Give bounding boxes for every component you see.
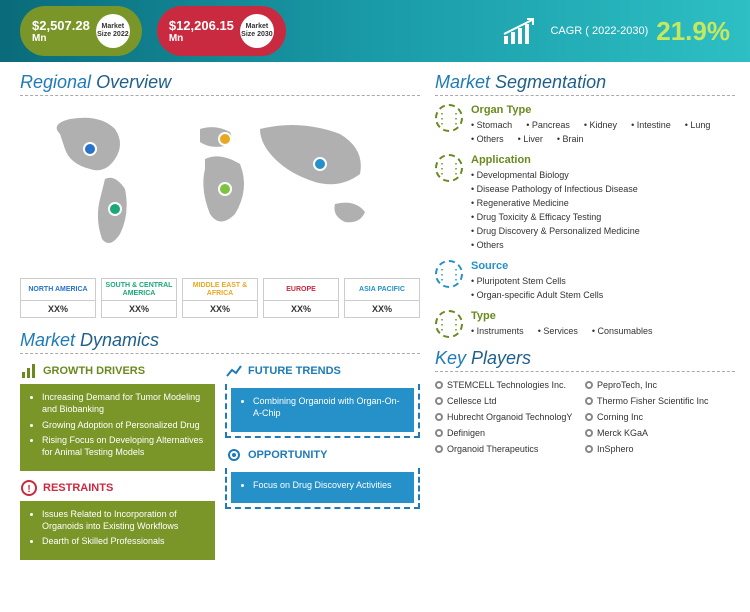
market-size-2030-pill: $12,206.15 Mn MarketSize 2030 xyxy=(157,6,286,56)
seg-icon: ⋮⋮ xyxy=(435,104,463,132)
key-player-item: PeproTech, Inc xyxy=(585,380,735,390)
growth-drivers-box: Increasing Demand for Tumor Modeling and… xyxy=(20,384,215,470)
market-segmentation-title: Market Segmentation xyxy=(435,72,735,96)
key-player-item: InSphero xyxy=(585,444,735,454)
seg-group: ⋮⋮TypeInstrumentsServicesConsumables xyxy=(435,310,735,338)
market-dynamics-title: Market Dynamics xyxy=(20,330,420,354)
bars-icon xyxy=(20,362,38,380)
opportunity-box: Focus on Drug Discovery Activities xyxy=(231,472,414,504)
region-box: SOUTH & CENTRAL AMERICAXX% xyxy=(101,278,177,318)
region-box: ASIA PACIFICXX% xyxy=(344,278,420,318)
seg-icon: ⋮⋮ xyxy=(435,154,463,182)
key-players-list: STEMCELL Technologies Inc. Cellesce Ltd Hu… xyxy=(435,380,735,460)
unit-2022: Mn xyxy=(32,33,90,44)
header-bar: $2,507.28 Mn MarketSize 2022 $12,206.15 … xyxy=(0,0,750,62)
warning-icon: ! xyxy=(20,479,38,497)
key-player-item: Corning Inc xyxy=(585,412,735,422)
restraints-head: ! RESTRAINTS xyxy=(20,479,215,497)
key-player-item: Organoid Therapeutics xyxy=(435,444,585,454)
trends-wrap: Combining Organoid with Organ-On-A-Chip xyxy=(225,384,420,437)
key-player-item: STEMCELL Technologies Inc. xyxy=(435,380,585,390)
region-box: MIDDLE EAST & AFRICAXX% xyxy=(182,278,258,318)
growth-bars-icon xyxy=(502,16,542,46)
world-map xyxy=(20,104,420,274)
restraints-box: Issues Related to Incorporation of Organ… xyxy=(20,501,215,560)
label-circle-2030: MarketSize 2030 xyxy=(240,14,274,48)
seg-icon: ⋮⋮ xyxy=(435,310,463,338)
region-box: EUROPEXX% xyxy=(263,278,339,318)
regional-overview-title: Regional Overview xyxy=(20,72,420,96)
cagr-label: CAGR ( 2022-2030) xyxy=(550,25,648,37)
growth-drivers-head: GROWTH DRIVERS xyxy=(20,362,215,380)
unit-2030: Mn xyxy=(169,33,234,44)
region-table: NORTH AMERICAXX%SOUTH & CENTRAL AMERICAX… xyxy=(20,278,420,318)
seg-group: ⋮⋮ApplicationDevelopmental BiologyDiseas… xyxy=(435,154,735,250)
value-2022: $2,507.28 xyxy=(32,18,90,33)
label-circle-2022: MarketSize 2022 xyxy=(96,14,130,48)
key-player-item: Thermo Fisher Scientific Inc xyxy=(585,396,735,406)
trend-icon xyxy=(225,362,243,380)
key-player-item: Hubrecht Organoid TechnologY xyxy=(435,412,585,422)
key-player-item: Definigen xyxy=(435,428,585,438)
key-player-item: Merck KGaA xyxy=(585,428,735,438)
region-box: NORTH AMERICAXX% xyxy=(20,278,96,318)
cagr-block: CAGR ( 2022-2030) 21.9% xyxy=(502,16,730,47)
trends-box: Combining Organoid with Organ-On-A-Chip xyxy=(231,388,414,431)
opportunity-head: OPPORTUNITY xyxy=(225,446,420,464)
key-player-item: Cellesce Ltd xyxy=(435,396,585,406)
seg-group: ⋮⋮Organ TypeStomachPancreasKidneyIntesti… xyxy=(435,104,735,144)
cagr-value: 21.9% xyxy=(656,16,730,47)
svg-text:!: ! xyxy=(27,484,30,495)
seg-icon: ⋮⋮ xyxy=(435,260,463,288)
market-size-2022-pill: $2,507.28 Mn MarketSize 2022 xyxy=(20,6,142,56)
opportunity-wrap: Focus on Drug Discovery Activities xyxy=(225,468,420,510)
key-players-title: Key Players xyxy=(435,348,735,372)
value-2030: $12,206.15 xyxy=(169,18,234,33)
seg-group: ⋮⋮SourcePluripotent Stem CellsOrgan-spec… xyxy=(435,260,735,300)
future-trends-head: FUTURE TRENDS xyxy=(225,362,420,380)
gear-icon xyxy=(225,446,243,464)
